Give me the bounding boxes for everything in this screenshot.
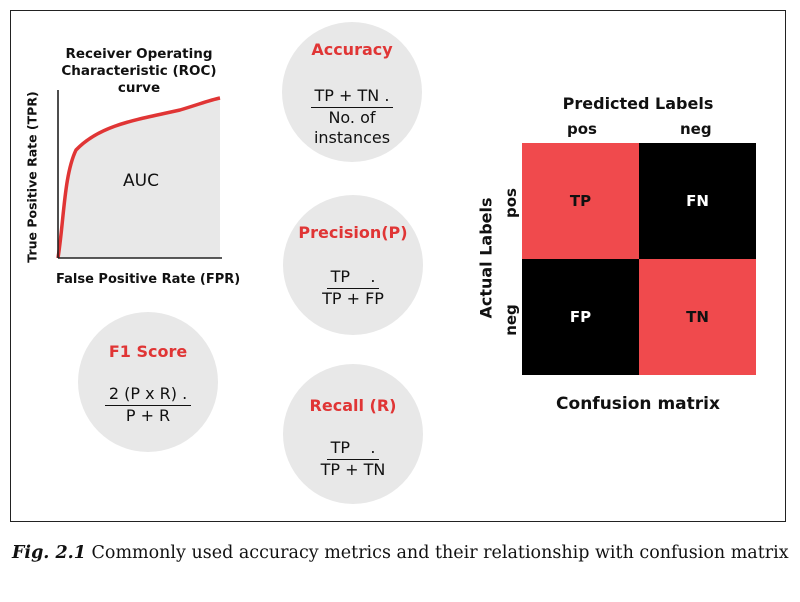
accuracy-denominator-line2: instances xyxy=(313,128,391,147)
recall-numerator: TP . xyxy=(326,438,380,460)
roc-title: Receiver Operating Characteristic (ROC) … xyxy=(44,46,234,97)
accuracy-circle: Accuracy TP + TN . No. of instances xyxy=(282,22,422,162)
roc-curve xyxy=(56,96,221,259)
f1-score-denominator: P + R xyxy=(125,406,171,425)
precision-circle: Precision(P) TP . TP + FP xyxy=(283,195,423,335)
roc-title-line1: Receiver Operating xyxy=(65,46,213,62)
f1-score-circle: F1 Score 2 (P x R) . P + R xyxy=(78,312,218,452)
precision-title: Precision(P) xyxy=(298,223,408,242)
accuracy-title: Accuracy xyxy=(311,40,393,59)
column-label-pos: pos xyxy=(567,120,597,138)
roc-plot xyxy=(56,90,222,259)
recall-denominator: TP + TN xyxy=(320,460,386,479)
cell-true-negative-label: TN xyxy=(686,308,709,326)
precision-formula: TP . TP + FP xyxy=(283,267,423,309)
confusion-matrix-caption: Confusion matrix xyxy=(556,394,720,414)
auc-label: AUC xyxy=(123,171,159,191)
figure-caption-text: Commonly used accuracy metrics and their… xyxy=(85,543,789,563)
roc-x-axis-label: False Positive Rate (FPR) xyxy=(56,272,241,287)
cell-false-positive-label: FP xyxy=(569,308,592,326)
recall-circle: Recall (R) TP . TP + TN xyxy=(283,364,423,504)
recall-title: Recall (R) xyxy=(309,396,397,415)
column-label-neg: neg xyxy=(680,120,712,138)
accuracy-numerator: TP + TN . xyxy=(310,86,394,108)
f1-score-numerator: 2 (P x R) . xyxy=(104,384,192,406)
auc-area xyxy=(58,98,220,258)
cell-true-negative: TN xyxy=(639,259,756,375)
roc-y-axis-label: True Positive Rate (TPR) xyxy=(24,91,40,263)
cell-false-negative-label: FN xyxy=(686,192,709,210)
precision-denominator: TP + FP xyxy=(322,289,384,308)
figure-label: Fig. 2.1 xyxy=(12,543,86,563)
figure-caption: Fig. 2.1 Commonly used accuracy metrics … xyxy=(12,540,790,567)
row-label-pos: pos xyxy=(502,188,520,218)
cell-false-positive: FP xyxy=(522,259,639,375)
cell-false-negative: FN xyxy=(639,143,756,259)
recall-formula: TP . TP + TN xyxy=(283,438,423,480)
f1-score-title: F1 Score xyxy=(108,342,188,361)
cell-true-positive-label: TP xyxy=(569,192,592,210)
cell-true-positive: TP xyxy=(522,143,639,259)
figure-frame xyxy=(10,10,786,522)
actual-labels-title: Actual Labels xyxy=(476,197,496,319)
f1-score-formula: 2 (P x R) . P + R xyxy=(78,384,218,426)
accuracy-formula: TP + TN . No. of instances xyxy=(282,86,422,148)
row-label-neg: neg xyxy=(502,304,520,336)
accuracy-denominator-line1: No. of xyxy=(328,108,376,127)
predicted-labels-title: Predicted Labels xyxy=(562,94,714,113)
roc-title-line2: Characteristic (ROC) curve xyxy=(61,63,217,96)
precision-numerator: TP . xyxy=(326,267,380,289)
